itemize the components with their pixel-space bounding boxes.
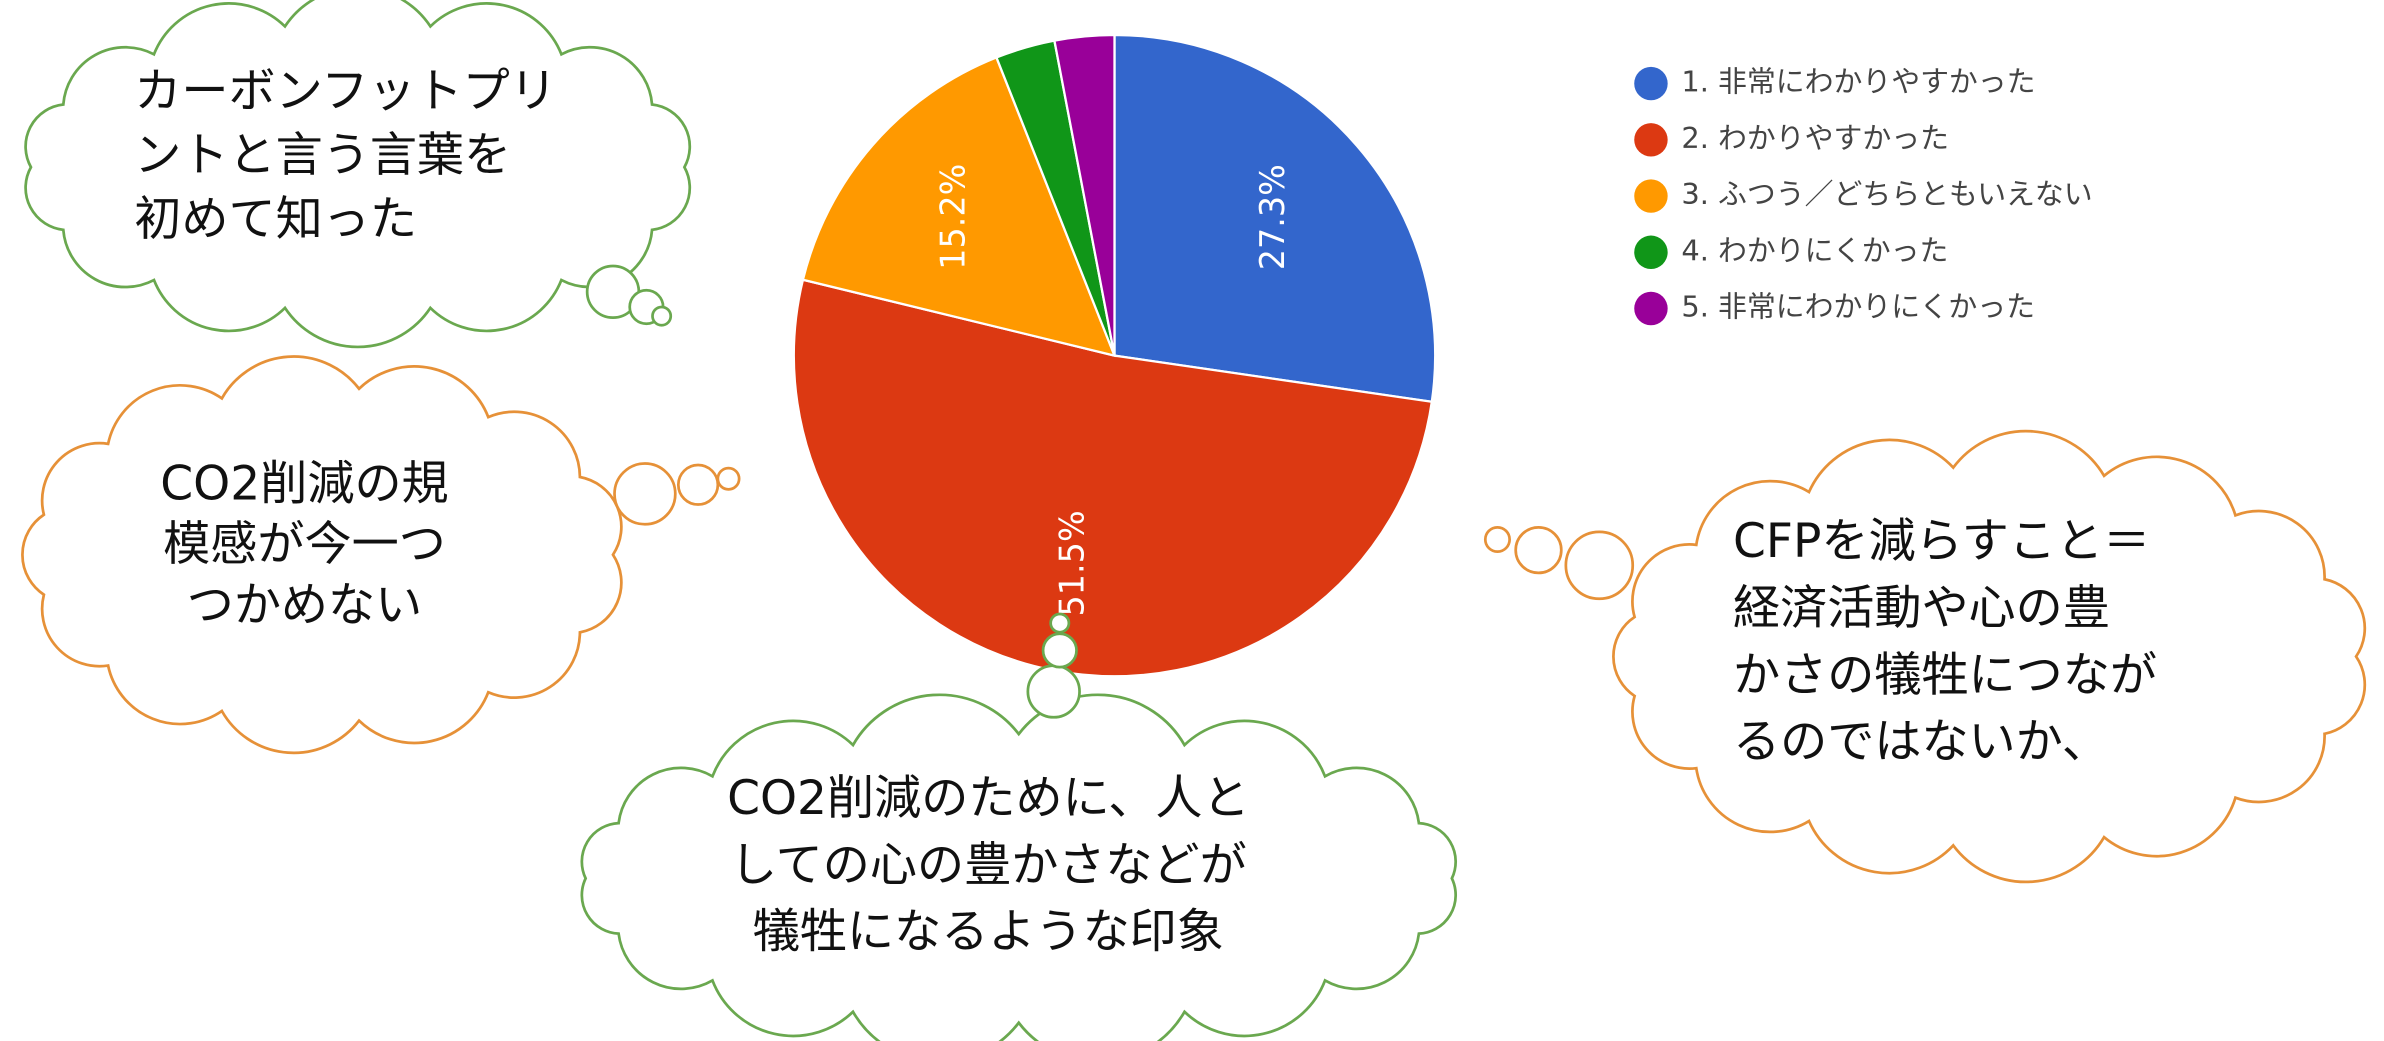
cloud-bubble (1483, 525, 1511, 554)
cloud-bubble (1041, 632, 1078, 669)
cloud-bubble (1049, 612, 1071, 634)
cloud-text: るのではないか、 (1733, 715, 2109, 770)
cloud-text: CO2削減の規 (160, 456, 448, 511)
cloud-text: しての心の豊かさなどが (730, 838, 1247, 893)
legend-label: 3. ふつう／どちらともいえない (1681, 177, 2092, 211)
cloud-bubble (1564, 530, 1635, 601)
legend-swatch (1634, 235, 1668, 269)
legend-swatch (1634, 66, 1668, 101)
cloud-text: 初めて知った (134, 192, 417, 247)
cloud-text: 模感が今一つ (163, 517, 446, 572)
cloud-text: つかめない (187, 578, 423, 633)
cloud-shape (1612, 429, 2367, 884)
cloud-bubble (676, 463, 720, 506)
cloud-text: ントと言う言葉を (134, 128, 511, 183)
legend-swatch (1634, 291, 1668, 326)
cloud-text: CFPを減らすこと＝ (1733, 514, 2150, 569)
cloud-bubble (613, 462, 677, 526)
cloud-text: かさの犠牲につなが (1733, 648, 2157, 703)
pie-slice (1053, 33, 1116, 356)
cloud-shape (24, 0, 692, 349)
legend-swatch (1634, 179, 1668, 213)
cloud-bubble (1026, 664, 1081, 719)
pie-slice (801, 55, 1117, 358)
pie-slice (1113, 33, 1437, 404)
legend-swatch (1634, 123, 1668, 157)
cloud-text: 犠牲になるような印象 (753, 905, 1224, 960)
legend-label: 4. わかりにくかった (1681, 233, 1948, 267)
cloud-text: 経済活動や心の豊 (1733, 581, 2110, 636)
legend-label: 1. 非常にわかりやすかった (1681, 65, 2035, 99)
cloud-bubble (651, 305, 673, 327)
legend-label: 2. わかりやすかった (1681, 121, 1949, 155)
cloud-bubble (716, 466, 741, 491)
cloud-bubble (1514, 525, 1563, 575)
slice-label: 15.2% (933, 164, 972, 270)
cloud-shape (580, 693, 1457, 1041)
cloud-text: カーボンフットプリ (134, 64, 557, 119)
legend-label: 5. 非常にわかりにくかった (1681, 290, 2035, 324)
slice-label: 51.5% (1053, 510, 1092, 616)
cloud-text: CO2削減のために、人と (727, 771, 1250, 826)
slice-label: 27.3% (1253, 164, 1292, 270)
cloud-shape (21, 355, 623, 755)
